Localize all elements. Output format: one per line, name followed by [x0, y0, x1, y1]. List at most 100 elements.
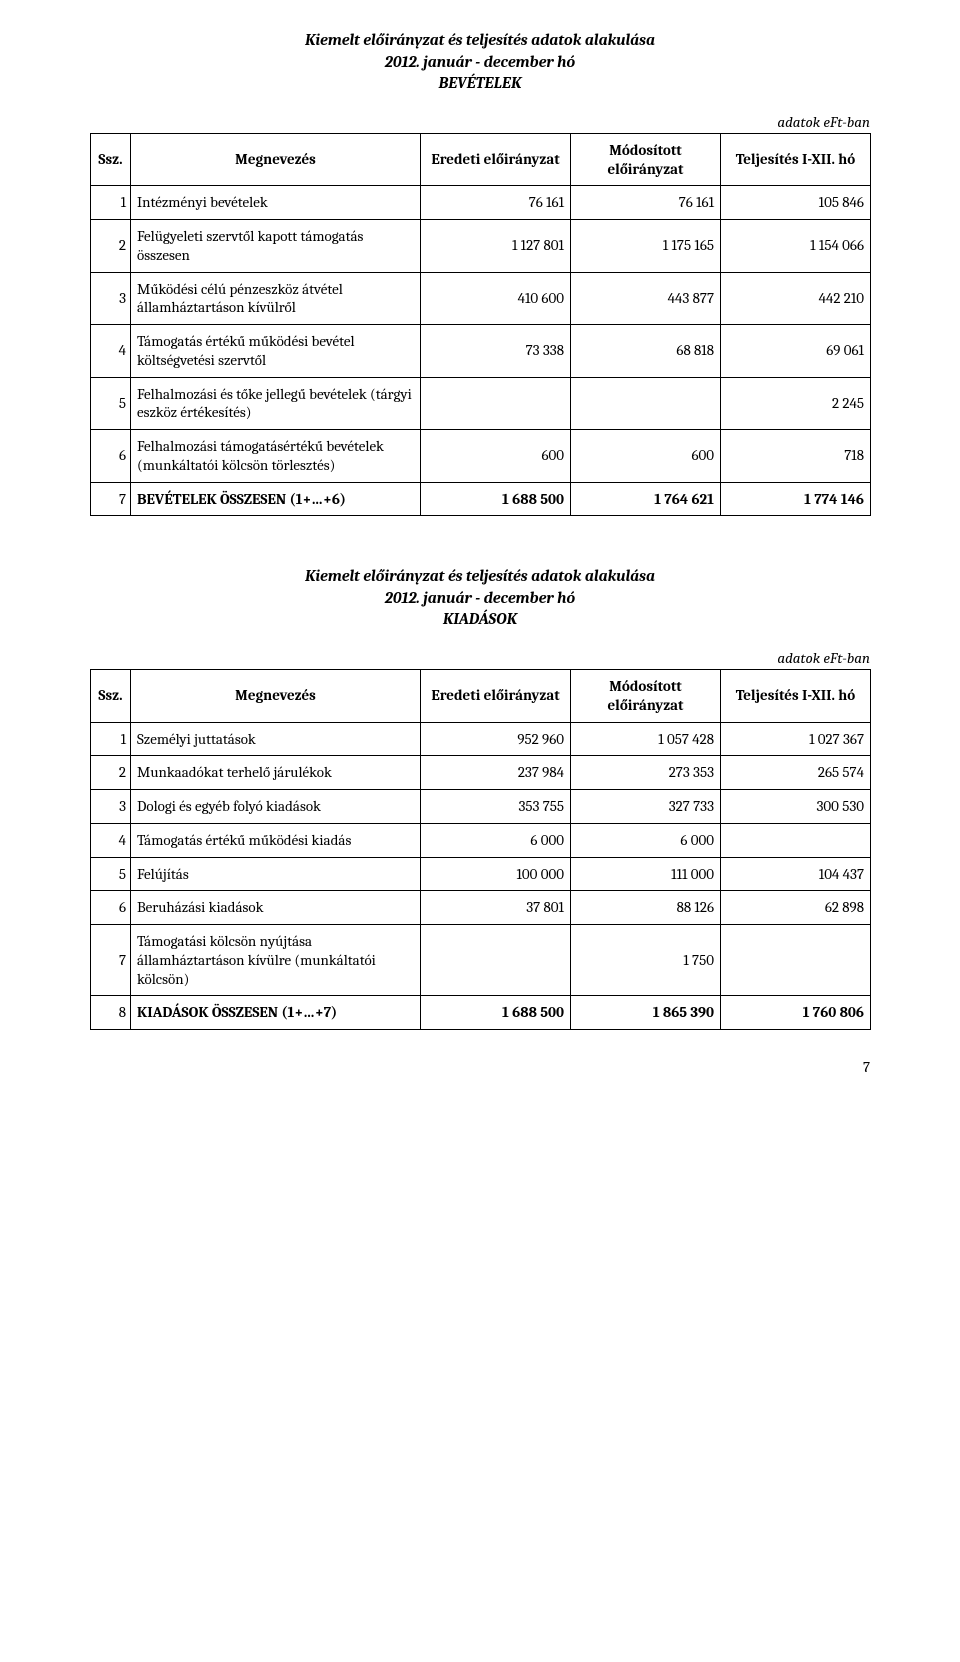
row-col3: 105 846: [721, 186, 871, 220]
row-col2: 88 126: [571, 891, 721, 925]
row-col3: 62 898: [721, 891, 871, 925]
row-col2: 6 000: [571, 823, 721, 857]
table-row: 4Támogatás értékű működési kiadás6 0006 …: [91, 823, 871, 857]
table-row: 5Felhalmozási és tőke jellegű bevételek …: [91, 377, 871, 430]
row-name: Felhalmozási és tőke jellegű bevételek (…: [131, 377, 421, 430]
section1-title-line2: 2012. január - december hó: [385, 53, 576, 71]
row-ssz: 4: [91, 823, 131, 857]
row-ssz: 1: [91, 722, 131, 756]
table-row: 6Beruházási kiadások37 80188 12662 898: [91, 891, 871, 925]
row-col2: 1 865 390: [571, 996, 721, 1030]
row-col3: 1 027 367: [721, 722, 871, 756]
table-row: 1Intézményi bevételek76 16176 161105 846: [91, 186, 871, 220]
page-number: 7: [90, 1058, 870, 1076]
row-col3: 1 154 066: [721, 220, 871, 273]
header-col3: Teljesítés I-XII. hó: [721, 133, 871, 186]
row-name: KIADÁSOK ÖSSZESEN (1+…+7): [131, 996, 421, 1030]
row-name: Támogatás értékű működési bevétel költsé…: [131, 325, 421, 378]
table-row: 7Támogatási kölcsön nyújtása államháztar…: [91, 925, 871, 996]
row-col1: [421, 925, 571, 996]
section2-title-line2: 2012. január - december hó: [385, 589, 576, 607]
row-col2: [571, 377, 721, 430]
table-row: 1Személyi juttatások952 9601 057 4281 02…: [91, 722, 871, 756]
table-header-row: Ssz. Megnevezés Eredeti előirányzat Módo…: [91, 133, 871, 186]
row-col1: 600: [421, 430, 571, 483]
table-row: 2Munkaadókat terhelő járulékok237 984273…: [91, 756, 871, 790]
row-ssz: 8: [91, 996, 131, 1030]
row-name: Támogatási kölcsön nyújtása államháztart…: [131, 925, 421, 996]
table-row: 7BEVÉTELEK ÖSSZESEN (1+…+6)1 688 5001 76…: [91, 482, 871, 516]
row-name: Munkaadókat terhelő járulékok: [131, 756, 421, 790]
row-col2: 76 161: [571, 186, 721, 220]
row-col3: [721, 823, 871, 857]
section2-title: Kiemelt előirányzat és teljesítés adatok…: [90, 566, 870, 631]
row-col1: 73 338: [421, 325, 571, 378]
row-ssz: 7: [91, 925, 131, 996]
row-ssz: 5: [91, 857, 131, 891]
row-col3: 442 210: [721, 272, 871, 325]
row-name: Támogatás értékű működési kiadás: [131, 823, 421, 857]
row-ssz: 6: [91, 891, 131, 925]
row-ssz: 3: [91, 790, 131, 824]
revenue-table: Ssz. Megnevezés Eredeti előirányzat Módo…: [90, 133, 871, 517]
row-col1: 353 755: [421, 790, 571, 824]
row-ssz: 1: [91, 186, 131, 220]
row-col3: 300 530: [721, 790, 871, 824]
table-row: 3Működési célú pénzeszköz átvétel államh…: [91, 272, 871, 325]
section1-title-line1: Kiemelt előirányzat és teljesítés adatok…: [305, 31, 655, 49]
table-row: 2Felügyeleti szervtől kapott támogatás ö…: [91, 220, 871, 273]
row-col1: 410 600: [421, 272, 571, 325]
row-col2: 1 057 428: [571, 722, 721, 756]
row-col3: 104 437: [721, 857, 871, 891]
header-col1: Eredeti előirányzat: [421, 670, 571, 723]
header-col1: Eredeti előirányzat: [421, 133, 571, 186]
header-ssz: Ssz.: [91, 133, 131, 186]
row-ssz: 2: [91, 756, 131, 790]
table-row: 5Felújítás100 000111 000104 437: [91, 857, 871, 891]
header-col3: Teljesítés I-XII. hó: [721, 670, 871, 723]
table-row: 8KIADÁSOK ÖSSZESEN (1+…+7)1 688 5001 865…: [91, 996, 871, 1030]
row-col2: 600: [571, 430, 721, 483]
row-col1: [421, 377, 571, 430]
row-col2: 1 750: [571, 925, 721, 996]
row-col1: 76 161: [421, 186, 571, 220]
row-col1: 1 688 500: [421, 482, 571, 516]
row-ssz: 2: [91, 220, 131, 273]
row-col3: 718: [721, 430, 871, 483]
row-col2: 273 353: [571, 756, 721, 790]
row-ssz: 4: [91, 325, 131, 378]
row-name: BEVÉTELEK ÖSSZESEN (1+…+6): [131, 482, 421, 516]
row-ssz: 5: [91, 377, 131, 430]
section2-title-line3: KIADÁSOK: [443, 610, 517, 628]
row-name: Működési célú pénzeszköz átvétel államhá…: [131, 272, 421, 325]
row-col3: [721, 925, 871, 996]
section1-title-line3: BEVÉTELEK: [438, 74, 521, 92]
row-col1: 1 688 500: [421, 996, 571, 1030]
row-ssz: 3: [91, 272, 131, 325]
row-col2: 1 175 165: [571, 220, 721, 273]
row-name: Beruházási kiadások: [131, 891, 421, 925]
header-col2: Módosított előirányzat: [571, 133, 721, 186]
header-ssz: Ssz.: [91, 670, 131, 723]
row-col1: 6 000: [421, 823, 571, 857]
row-name: Intézményi bevételek: [131, 186, 421, 220]
section2-title-line1: Kiemelt előirányzat és teljesítés adatok…: [305, 567, 655, 585]
row-name: Dologi és egyéb folyó kiadások: [131, 790, 421, 824]
row-col3: 69 061: [721, 325, 871, 378]
row-col1: 37 801: [421, 891, 571, 925]
table-header-row: Ssz. Megnevezés Eredeti előirányzat Módo…: [91, 670, 871, 723]
row-col1: 237 984: [421, 756, 571, 790]
section1-title: Kiemelt előirányzat és teljesítés adatok…: [90, 30, 870, 95]
row-col3: 1 774 146: [721, 482, 871, 516]
row-col3: 2 245: [721, 377, 871, 430]
row-name: Felhalmozási támogatásértékű bevételek (…: [131, 430, 421, 483]
header-name: Megnevezés: [131, 133, 421, 186]
row-col1: 952 960: [421, 722, 571, 756]
row-col3: 1 760 806: [721, 996, 871, 1030]
row-col3: 265 574: [721, 756, 871, 790]
unit-label-1: adatok eFt-ban: [90, 113, 870, 131]
table-row: 3Dologi és egyéb folyó kiadások353 75532…: [91, 790, 871, 824]
table-row: 4Támogatás értékű működési bevétel költs…: [91, 325, 871, 378]
unit-label-2: adatok eFt-ban: [90, 649, 870, 667]
row-col1: 100 000: [421, 857, 571, 891]
